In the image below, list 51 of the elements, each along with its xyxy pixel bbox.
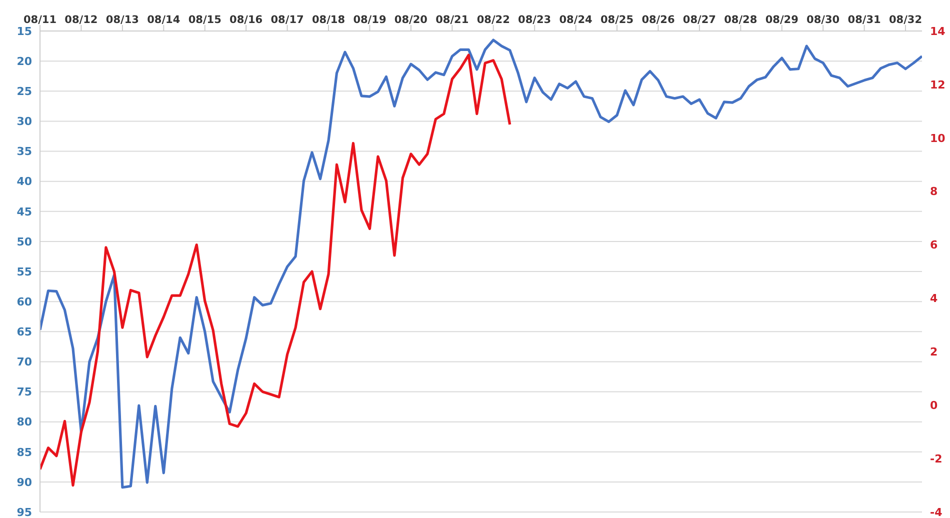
x-tick-label: 08/22 [476,14,510,26]
x-tick-label: 08/13 [106,14,139,26]
y-tick-label: 30 [16,115,32,128]
y2-tick-label: 2 [930,346,938,359]
x-tick-label: 08/28 [724,14,758,26]
y-tick-label: 15 [16,24,32,38]
line-series [40,54,512,487]
x-tick-label: 08/20 [394,14,428,26]
y2-tick-label: 0 [930,399,938,412]
x-tick-label: 08/31 [848,14,881,26]
x-tick-label: 08/11 [23,14,57,26]
y-tick-label: 85 [16,446,32,459]
y2-tick-label: 10 [930,132,946,145]
y-tick-label: 70 [16,356,32,369]
y-tick-label: 25 [16,85,32,98]
y-tick-label: 80 [16,416,32,429]
y-tick-label: 35 [16,145,32,158]
y2-tick-label: 6 [930,238,938,252]
x-tick-label: 08/24 [559,14,592,26]
x-tick-label: 08/23 [518,14,552,26]
y-tick-label: 60 [16,295,32,308]
x-tick-label: 08/17 [270,14,304,26]
x-tick-label: 08/18 [312,14,346,26]
line-series [40,38,922,489]
x-tick-label: 08/26 [642,14,675,26]
y2-tick-label: 14 [930,24,946,38]
y2-tick-label: 8 [930,185,938,198]
y-tick-label: 75 [16,386,32,399]
y-tick-label: 65 [16,326,32,339]
y2-tick-label: 12 [930,78,946,92]
x-tick-label: 08/25 [600,14,634,26]
y-tick-label: 45 [16,205,32,218]
x-tick-label: 08/16 [230,14,263,26]
x-tick-label: 08/12 [64,14,98,26]
x-tick-label: 08/32 [888,14,922,26]
x-tick-label: 08/19 [353,14,386,26]
x-tick-label: 08/14 [147,14,180,26]
x-tick-label: 08/21 [436,14,469,26]
y-tick-label: 55 [16,265,32,278]
y-tick-label: 90 [16,476,32,489]
y2-tick-label: -2 [930,452,942,466]
y2-tick-label: 4 [930,292,938,306]
x-tick-label: 08/29 [765,14,798,26]
y-tick-label: 20 [16,54,32,68]
x-tick-label: 08/30 [806,14,840,26]
y2-tick-label: -4 [930,506,943,518]
y-tick-label: 95 [16,506,32,518]
y-tick-label: 40 [16,175,32,188]
x-tick-label: 08/27 [682,14,716,26]
x-tick-label: 08/15 [188,14,222,26]
y-tick-label: 50 [16,235,32,248]
